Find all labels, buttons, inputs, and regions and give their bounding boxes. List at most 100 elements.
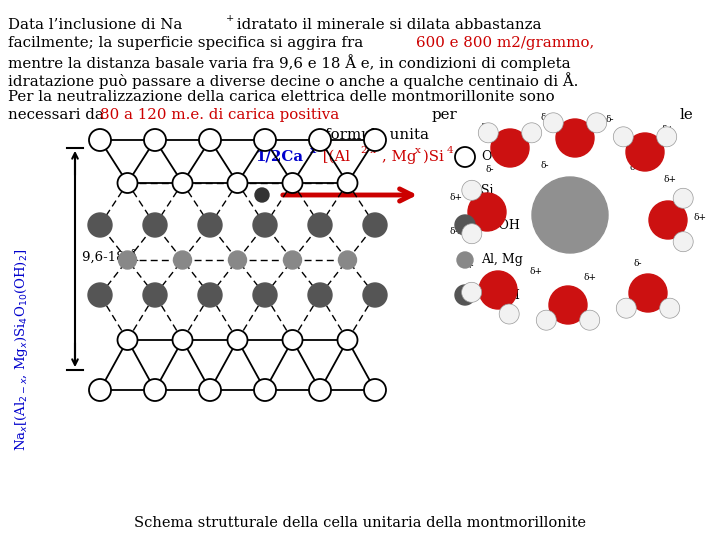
Text: 2-x: 2-x — [360, 146, 376, 155]
Text: δ+: δ+ — [480, 124, 493, 132]
Text: δ-: δ- — [606, 116, 614, 125]
Text: 4: 4 — [447, 146, 454, 155]
Circle shape — [117, 330, 138, 350]
Text: δ+: δ+ — [693, 213, 706, 222]
Text: δ-: δ- — [486, 165, 494, 174]
Circle shape — [629, 274, 667, 312]
Text: idratato il minerale si dilata abbastanza: idratato il minerale si dilata abbastanz… — [232, 18, 541, 32]
Circle shape — [587, 113, 607, 133]
Circle shape — [626, 133, 664, 171]
Text: δ-: δ- — [630, 164, 638, 172]
Circle shape — [616, 298, 636, 318]
Text: δ+: δ+ — [662, 125, 675, 134]
Text: 80 a 120 m.e. di carica positiva: 80 a 120 m.e. di carica positiva — [100, 108, 339, 122]
Text: per: per — [432, 108, 458, 122]
Circle shape — [455, 285, 475, 305]
Circle shape — [338, 330, 358, 350]
Circle shape — [457, 252, 473, 268]
Text: δ+: δ+ — [449, 227, 462, 237]
Circle shape — [253, 283, 277, 307]
Text: necessari da: necessari da — [8, 108, 109, 122]
Text: facilmente; la superficie specifica si aggira fra: facilmente; la superficie specifica si a… — [8, 36, 368, 50]
Circle shape — [144, 379, 166, 401]
Circle shape — [491, 129, 529, 167]
Text: δ+: δ+ — [449, 193, 462, 202]
Circle shape — [254, 379, 276, 401]
Circle shape — [549, 286, 587, 324]
Circle shape — [660, 298, 680, 318]
Circle shape — [657, 127, 677, 147]
Text: mentre la distanza basale varia fra 9,6 e 18 Å e, in condizioni di completa: mentre la distanza basale varia fra 9,6 … — [8, 54, 571, 71]
Circle shape — [673, 232, 693, 252]
Circle shape — [253, 213, 277, 237]
Circle shape — [309, 129, 331, 151]
Circle shape — [199, 379, 221, 401]
Circle shape — [613, 127, 634, 147]
Circle shape — [143, 283, 167, 307]
Text: Si: Si — [481, 184, 493, 197]
Circle shape — [173, 330, 192, 350]
Circle shape — [254, 129, 276, 151]
Text: δ+: δ+ — [664, 176, 677, 185]
Circle shape — [88, 283, 112, 307]
Text: δ+: δ+ — [529, 267, 542, 276]
Circle shape — [308, 213, 332, 237]
Text: 600 e 800 m2/grammo,: 600 e 800 m2/grammo, — [416, 36, 594, 50]
Circle shape — [536, 310, 557, 330]
Circle shape — [544, 113, 563, 133]
Circle shape — [117, 173, 138, 193]
Circle shape — [649, 201, 687, 239]
Circle shape — [468, 193, 506, 231]
Text: formula unita: formula unita — [325, 128, 429, 142]
Circle shape — [228, 173, 248, 193]
Circle shape — [174, 251, 192, 269]
Circle shape — [522, 123, 541, 143]
Text: +: + — [226, 14, 234, 23]
Circle shape — [198, 213, 222, 237]
Circle shape — [462, 282, 482, 302]
Circle shape — [228, 251, 246, 269]
Circle shape — [199, 129, 221, 151]
Text: O: O — [481, 151, 491, 164]
Circle shape — [308, 283, 332, 307]
Text: δ-: δ- — [634, 260, 642, 268]
Text: x: x — [310, 146, 316, 155]
Circle shape — [462, 180, 482, 200]
Circle shape — [89, 129, 111, 151]
Circle shape — [338, 173, 358, 193]
Circle shape — [363, 213, 387, 237]
Circle shape — [282, 173, 302, 193]
Circle shape — [455, 147, 475, 167]
Text: Na$^+$: Na$^+$ — [551, 205, 590, 225]
Circle shape — [499, 304, 519, 324]
Text: , Mg: , Mg — [382, 150, 416, 164]
Text: 9,6-18 Å: 9,6-18 Å — [82, 251, 138, 265]
Text: δ-: δ- — [541, 160, 549, 170]
Circle shape — [309, 379, 331, 401]
Text: le: le — [680, 108, 694, 122]
Text: Al, Mg: Al, Mg — [481, 253, 523, 267]
Text: δ-: δ- — [541, 113, 549, 123]
Text: idratazione può passare a diverse decine o anche a qualche centinaio di Å.: idratazione può passare a diverse decine… — [8, 72, 578, 89]
Circle shape — [363, 283, 387, 307]
Text: )Si: )Si — [423, 150, 444, 164]
Text: Na$_x$[(Al$_{2-x}$, Mg$_x$)Si$_4$O$_{10}$(OH)$_2$]: Na$_x$[(Al$_{2-x}$, Mg$_x$)Si$_4$O$_{10}… — [14, 249, 30, 451]
Text: O, OH: O, OH — [481, 288, 520, 301]
Circle shape — [198, 283, 222, 307]
Text: x: x — [415, 146, 421, 155]
Text: Per la neutralizzazione della carica elettrica delle montmorillonite sono: Per la neutralizzazione della carica ele… — [8, 90, 554, 104]
Text: Data l’inclusione di Na: Data l’inclusione di Na — [8, 18, 182, 32]
Circle shape — [228, 330, 248, 350]
Text: [(Al: [(Al — [318, 150, 350, 164]
Circle shape — [532, 177, 608, 253]
Circle shape — [673, 188, 693, 208]
Circle shape — [462, 224, 482, 244]
Circle shape — [478, 123, 498, 143]
Circle shape — [119, 251, 137, 269]
Circle shape — [364, 129, 386, 151]
Text: δ+: δ+ — [583, 273, 596, 282]
Circle shape — [144, 129, 166, 151]
Circle shape — [338, 251, 356, 269]
Circle shape — [89, 379, 111, 401]
Circle shape — [364, 379, 386, 401]
